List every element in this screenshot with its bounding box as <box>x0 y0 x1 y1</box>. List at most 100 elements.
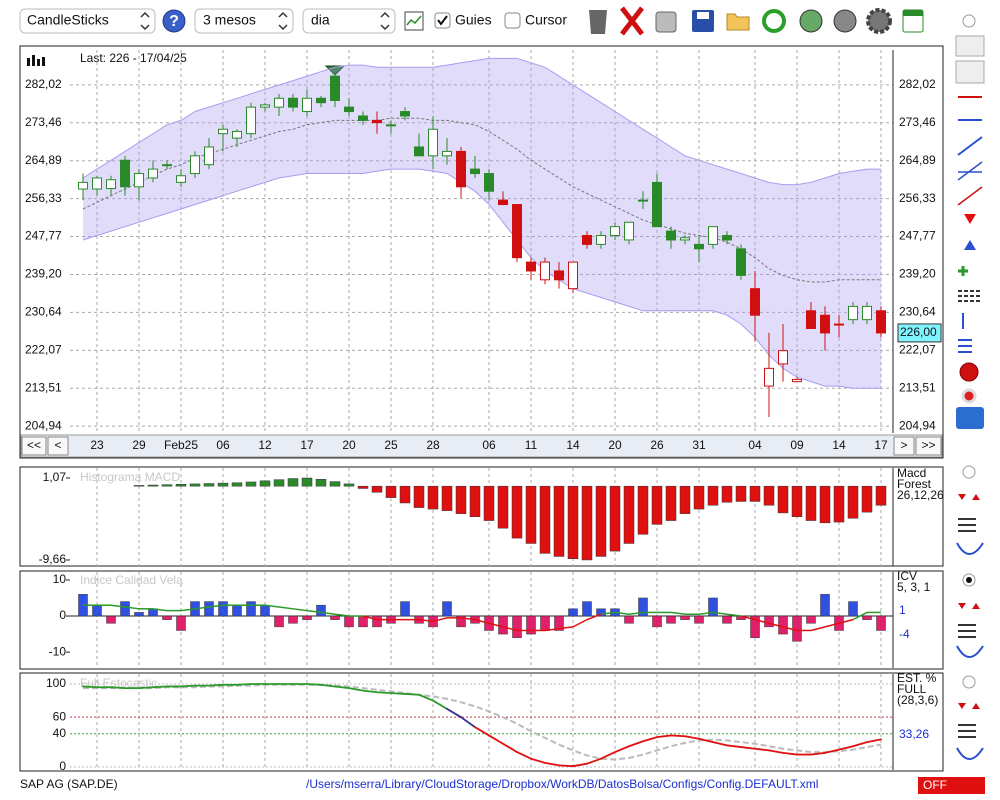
tool-button[interactable] <box>955 60 985 84</box>
stoch-k-line <box>600 751 616 760</box>
histogram-bar <box>92 604 102 617</box>
levels-button[interactable] <box>958 518 976 532</box>
refresh-button[interactable] <box>762 9 786 33</box>
y-tick-label: 40 <box>53 726 67 740</box>
y-tick-label: 0 <box>59 759 66 773</box>
histogram-bar <box>679 485 691 514</box>
y-tick-label: 282,02 <box>899 77 936 91</box>
histogram-bar <box>847 485 859 519</box>
histogram-bar <box>595 485 607 557</box>
nav-button[interactable] <box>21 436 47 456</box>
icv-line <box>740 615 756 621</box>
histogram-bar <box>442 601 452 617</box>
stop-button[interactable] <box>959 362 979 382</box>
histogram-bar <box>245 481 257 487</box>
y-tick-label: 204,94 <box>899 418 936 432</box>
fibo-button[interactable] <box>957 186 983 206</box>
nav-button[interactable] <box>915 436 942 456</box>
config-path[interactable]: /Users/mserra/Library/CloudStorage/Dropb… <box>306 777 818 791</box>
arrow-up-button[interactable] <box>964 240 976 250</box>
lines-button[interactable] <box>958 290 982 302</box>
histogram-bar <box>624 615 634 624</box>
settings-button[interactable] <box>866 8 892 34</box>
add-button[interactable] <box>958 266 968 276</box>
candle-body <box>610 226 620 237</box>
nav-button-label: >> <box>921 438 935 452</box>
nav-button-label: < <box>54 438 61 452</box>
zoom-button[interactable] <box>955 35 985 57</box>
radio-button[interactable] <box>962 14 976 28</box>
help-button[interactable] <box>162 9 186 33</box>
y-tick-label: 222,07 <box>899 343 936 357</box>
channel-button[interactable] <box>957 161 983 181</box>
icv-line <box>278 606 294 610</box>
trash-button[interactable] <box>589 10 607 34</box>
x-tick-label: 09 <box>790 438 804 452</box>
histogram-bar <box>232 604 242 617</box>
interval-select[interactable] <box>302 8 396 34</box>
chart-type-select[interactable] <box>19 8 156 34</box>
currency-button[interactable] <box>833 9 857 33</box>
update-button[interactable] <box>799 9 823 33</box>
histogram-bar <box>609 485 621 552</box>
histogram-bar <box>833 485 845 523</box>
histogram-bar <box>273 479 285 487</box>
candle-body <box>750 288 760 316</box>
candle-body <box>582 235 592 245</box>
record-button[interactable] <box>961 388 977 404</box>
state-badge[interactable] <box>918 777 985 794</box>
radio-button[interactable] <box>962 465 976 479</box>
curve-button[interactable] <box>956 542 984 555</box>
candle-body <box>470 168 480 175</box>
cursor-checkbox[interactable] <box>504 12 521 29</box>
candle-body <box>624 221 634 241</box>
swap-button[interactable] <box>956 407 984 429</box>
stoch-k-line <box>334 685 350 690</box>
nav-button[interactable] <box>893 436 915 456</box>
icv-line <box>320 611 336 615</box>
histogram-bar <box>652 615 662 628</box>
arrow-down-button[interactable] <box>964 214 976 224</box>
stoch-k-line <box>376 691 392 695</box>
chart-icon-button[interactable] <box>404 11 424 31</box>
radio-button[interactable] <box>962 675 976 689</box>
histogram-bar <box>147 484 159 487</box>
cursor-label: Cursor <box>525 12 567 28</box>
icv-line <box>110 604 126 608</box>
candle-body <box>554 270 564 281</box>
period-select[interactable] <box>194 8 294 34</box>
nav-button[interactable] <box>47 436 69 456</box>
candle-body <box>820 314 830 334</box>
icv-line <box>698 611 714 615</box>
symbol-label: SAP AG (SAP.DE) <box>20 777 118 791</box>
curve-button[interactable] <box>956 747 984 760</box>
signals-button[interactable] <box>958 603 980 609</box>
stoch-k-line <box>852 741 868 748</box>
histogram-bar <box>862 615 872 620</box>
stoch-k-line <box>362 689 378 694</box>
levels-button[interactable] <box>958 724 976 738</box>
y-tick-label: 60 <box>53 709 67 723</box>
curve-button[interactable] <box>956 645 984 658</box>
histogram-bar <box>875 485 887 506</box>
candle-body <box>120 159 130 188</box>
candle-body <box>512 204 522 259</box>
print-button[interactable] <box>655 11 677 33</box>
y-tick-label: 256,33 <box>899 191 936 205</box>
percent-button[interactable] <box>958 339 972 353</box>
x-tick-label: 06 <box>216 438 230 452</box>
delete-button[interactable] <box>620 6 644 36</box>
histogram-bar <box>540 615 550 631</box>
levels-button[interactable] <box>958 624 976 638</box>
signals-button[interactable] <box>958 494 980 500</box>
y-tick-label: 239,20 <box>899 267 936 281</box>
signals-button[interactable] <box>958 703 980 709</box>
trendline-button[interactable] <box>957 136 983 156</box>
candle-body <box>484 173 494 192</box>
x-tick-label: 17 <box>300 438 314 452</box>
open-button[interactable] <box>726 13 750 31</box>
y-tick-label: 1,07 <box>43 470 67 484</box>
histogram-bar <box>161 484 173 487</box>
candle-body <box>862 305 872 321</box>
candle-body <box>526 261 536 272</box>
